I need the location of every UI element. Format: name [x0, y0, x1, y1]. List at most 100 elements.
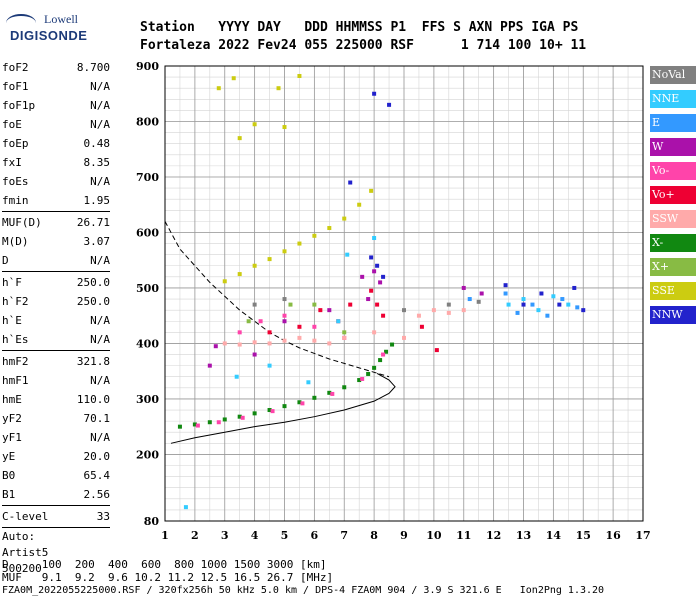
data-point	[342, 335, 347, 340]
param-divider	[2, 350, 110, 351]
y-tick-label: 200	[136, 448, 159, 461]
data-point	[282, 338, 287, 343]
data-point	[581, 308, 586, 313]
data-point	[288, 302, 293, 307]
param-row-yf2: yF2 70.1	[2, 409, 110, 428]
param-row-d: D N/A	[2, 251, 110, 270]
x-tick-label: 10	[426, 529, 442, 542]
logo-swoosh	[6, 14, 36, 32]
data-point	[375, 263, 380, 268]
data-point	[372, 269, 377, 274]
data-point	[372, 91, 377, 96]
data-point	[402, 335, 406, 340]
param-row-fof1p: foF1p N/A	[2, 96, 110, 115]
data-point	[207, 420, 212, 425]
data-point	[177, 424, 182, 429]
data-point	[327, 308, 332, 313]
param-value: N/A	[90, 80, 110, 93]
param-label: h`F2	[2, 295, 29, 308]
param-label: hmE	[2, 393, 22, 406]
data-point	[222, 279, 227, 284]
logo-name: DIGISONDE	[10, 28, 88, 43]
data-point	[369, 188, 374, 193]
param-value: 65.4	[83, 469, 111, 482]
param-label: h`Es	[2, 333, 29, 346]
legend-item-nne: NNE	[650, 90, 696, 108]
param-label: foEp	[2, 137, 29, 150]
param-value: 3.07	[83, 235, 111, 248]
data-point	[536, 308, 541, 313]
data-point	[539, 291, 544, 296]
y-tick-label: 500	[136, 282, 159, 295]
y-tick-label: 700	[136, 171, 159, 184]
param-divider	[2, 211, 110, 212]
data-point	[560, 297, 565, 302]
data-point	[237, 136, 242, 141]
x-tick-label: 2	[191, 529, 199, 542]
param-value: 250.0	[76, 276, 110, 289]
data-point	[240, 415, 245, 420]
data-point	[434, 348, 439, 353]
data-point	[327, 390, 332, 395]
data-point	[312, 395, 317, 400]
data-point	[545, 313, 550, 318]
data-point	[183, 505, 188, 510]
data-point	[342, 216, 347, 221]
header-labels: Station YYYY DAY DDD HHMMSS P1 FFS S AXN…	[140, 20, 579, 35]
x-tick-label: 13	[516, 529, 531, 542]
data-point	[270, 409, 275, 414]
data-point	[419, 324, 424, 329]
data-point	[551, 294, 556, 299]
data-point	[503, 291, 508, 296]
param-divider	[2, 271, 110, 272]
data-point	[222, 417, 227, 422]
legend-item-x-: X-	[650, 234, 696, 252]
data-point	[375, 302, 380, 307]
data-point	[431, 308, 436, 313]
param-label: h`E	[2, 314, 22, 327]
polarization-legend: NoVal NNE E W Vo- Vo+ SSW X- X+ SSE NNW	[650, 66, 696, 330]
param-row-hme: hmE 110.0	[2, 390, 110, 409]
param-row-hmf2: hmF2 321.8	[2, 352, 110, 371]
param-row-c-level: C-level 33	[2, 507, 110, 526]
data-point	[336, 319, 341, 324]
x-tick-label: 12	[486, 529, 501, 542]
parameter-panel: foF2 8.700 foF1 N/A foF1p N/A foE N/A foEp 0.48 fx…	[2, 58, 110, 577]
param-row-h-f: h`F 250.0	[2, 273, 110, 292]
x-tick-label: 9	[400, 529, 408, 542]
data-point	[267, 341, 272, 346]
legend-item-e: E	[650, 114, 696, 132]
data-point	[348, 180, 353, 185]
data-point	[297, 324, 302, 329]
data-point	[342, 330, 347, 335]
data-point	[327, 341, 332, 346]
data-point	[246, 319, 251, 324]
param-value: 8.35	[83, 156, 111, 169]
param-row-hmf1: hmF1 N/A	[2, 371, 110, 390]
param-label: yF1	[2, 431, 22, 444]
data-point	[297, 241, 302, 246]
param-row-m-d-: M(D) 3.07	[2, 232, 110, 251]
data-point	[330, 391, 335, 396]
data-point	[252, 340, 257, 345]
data-point	[381, 352, 386, 357]
legend-item-x-: X+	[650, 258, 696, 276]
data-point	[366, 297, 371, 302]
dashed-profile-line	[164, 221, 390, 378]
x-tick-label: 11	[456, 529, 471, 542]
param-value: 26.71	[76, 216, 110, 229]
data-point	[282, 249, 287, 254]
data-point	[357, 202, 362, 207]
legend-item-nnw: NNW	[650, 306, 696, 324]
data-point	[416, 313, 421, 318]
y-tick-label: 400	[136, 337, 159, 350]
data-point	[282, 313, 287, 318]
data-point	[566, 302, 571, 307]
data-point	[461, 308, 466, 313]
data-point	[252, 122, 257, 127]
param-value: 0.48	[83, 137, 111, 150]
param-label: D	[2, 254, 9, 267]
data-point	[252, 411, 257, 416]
data-point	[276, 86, 281, 91]
param-row-fof2: foF2 8.700	[2, 58, 110, 77]
